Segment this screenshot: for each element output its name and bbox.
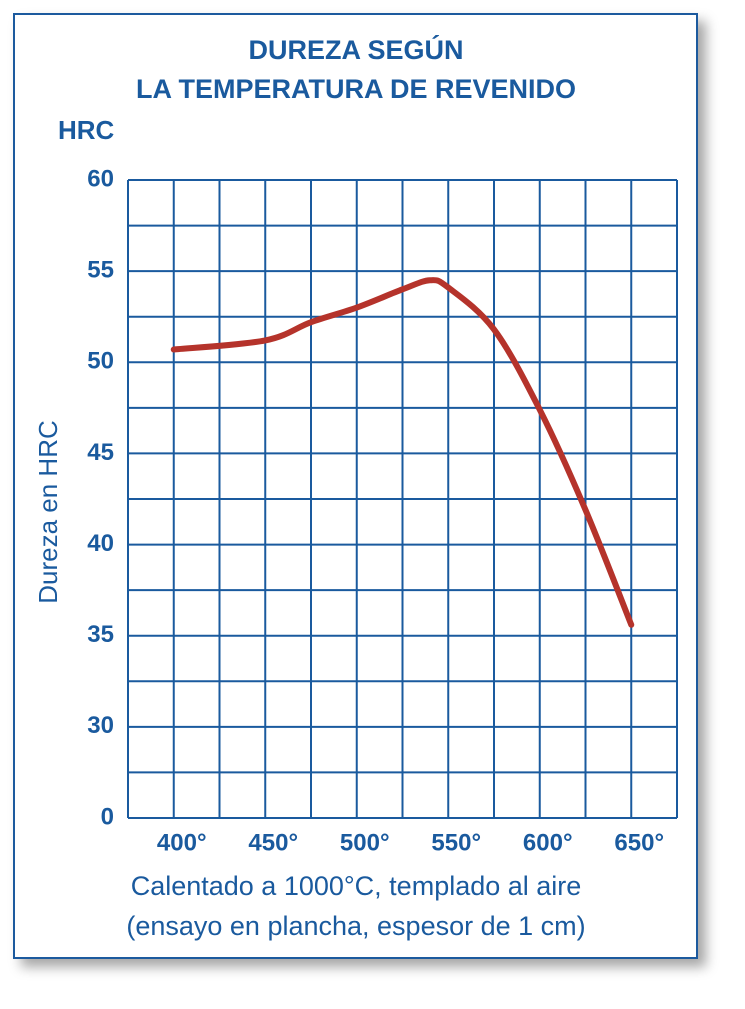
- title-line: LA TEMPERATURA DE REVENIDO: [136, 74, 576, 104]
- x-tick-label: 650°: [614, 829, 664, 856]
- x-tick-label: 500°: [340, 829, 390, 856]
- data-line: [170, 277, 635, 628]
- y-tick-label: 55: [87, 256, 114, 283]
- y-tick-label: 35: [87, 621, 114, 648]
- card: [13, 13, 698, 959]
- x-axis-label: Calentado a 1000°C, templado al aire: [131, 871, 582, 901]
- y-tick-label: 40: [87, 530, 114, 557]
- x-tick-label: 550°: [431, 829, 481, 856]
- y-tick-label: 30: [87, 712, 114, 739]
- title-line: DUREZA SEGÚN: [248, 34, 463, 65]
- y-tick-label: 60: [87, 165, 114, 192]
- y-tick-label: 45: [87, 439, 114, 466]
- x-tick-label: 400°: [157, 829, 207, 856]
- x-axis-label: (ensayo en plancha, espesor de 1 cm): [126, 911, 585, 941]
- y-axis-label: Dureza en HRC: [33, 420, 63, 604]
- y-tick-label: 50: [87, 348, 114, 375]
- x-tick-label: 450°: [248, 829, 298, 856]
- y-tick-label: 0: [101, 803, 114, 830]
- x-tick-label: 600°: [523, 829, 573, 856]
- unit-label: HRC: [58, 115, 115, 145]
